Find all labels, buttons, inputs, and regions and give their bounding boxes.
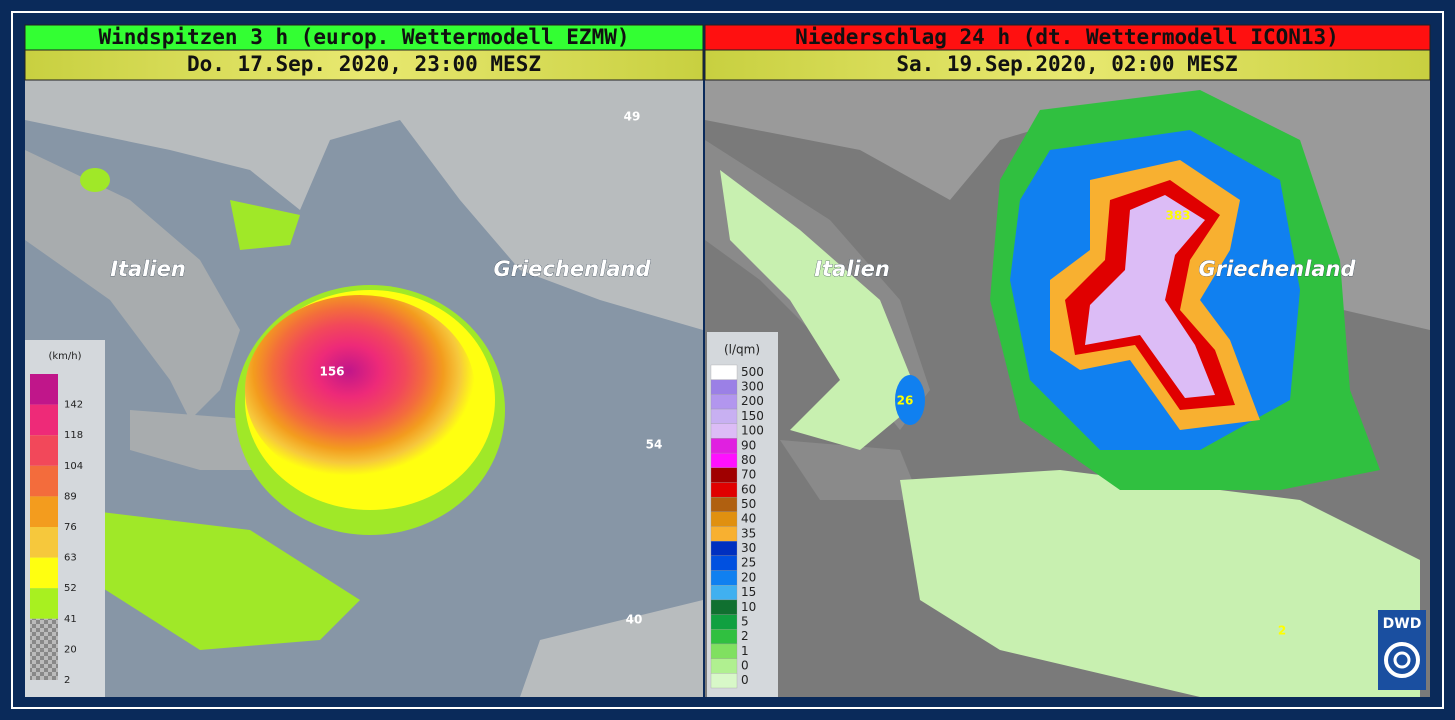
legend-swatch <box>30 404 58 436</box>
legend-label: 52 <box>64 583 77 594</box>
legend-label: 142 <box>64 400 83 411</box>
legend-label: 25 <box>741 556 756 570</box>
legend-swatch <box>710 452 738 468</box>
legend-label: 15 <box>741 585 756 599</box>
panel-title: Windspitzen 3 h (europ. Wettermodell EZM… <box>98 25 629 49</box>
frame <box>11 11 1444 709</box>
legend-label: 41 <box>64 614 77 625</box>
legend-label: 50 <box>741 497 756 511</box>
legend-unit: (km/h) <box>48 351 81 362</box>
legend-label: 20 <box>741 570 756 584</box>
value-label: 26 <box>897 394 914 408</box>
legend-swatch <box>710 629 738 645</box>
legend-swatch <box>30 374 58 405</box>
legend-swatch <box>710 394 738 410</box>
legend-swatch <box>30 649 58 680</box>
precip-map <box>705 80 1430 697</box>
logo-text: DWD <box>1383 616 1422 632</box>
legend-swatch <box>710 379 738 395</box>
legend-swatch <box>710 673 738 689</box>
legend-swatch <box>710 555 738 571</box>
legend-swatch <box>710 658 738 674</box>
value-label: 156 <box>319 365 344 379</box>
legend-label: 104 <box>64 461 83 472</box>
legend-label: 80 <box>741 453 756 467</box>
legend-swatch <box>710 482 738 498</box>
country-label: Griechenland <box>1199 257 1357 281</box>
value-label: 2 <box>1278 624 1286 638</box>
country-label: Griechenland <box>494 257 652 281</box>
value-label: 40 <box>626 613 643 627</box>
legend-swatch <box>710 599 738 615</box>
legend-swatch <box>710 585 738 601</box>
panel-title: Niederschlag 24 h (dt. Wettermodell ICON… <box>795 25 1339 49</box>
legend-swatch <box>710 526 738 542</box>
panel-date: Do. 17.Sep. 2020, 23:00 MESZ <box>187 52 541 76</box>
legend-swatch <box>710 614 738 630</box>
value-label: 383 <box>1165 209 1190 223</box>
legend-label: 5 <box>741 614 749 628</box>
legend-swatch <box>710 570 738 586</box>
legend-label: 2 <box>741 629 749 643</box>
logo: DWD <box>1378 610 1426 690</box>
country-label: Italien <box>814 257 890 281</box>
value-label: 54 <box>646 438 663 452</box>
legend-label: 200 <box>741 394 764 408</box>
legend-swatch <box>30 618 58 650</box>
legend-label: 60 <box>741 482 756 496</box>
legend-swatch <box>710 496 738 512</box>
legend-label: 150 <box>741 409 764 423</box>
legend-swatch <box>710 408 738 424</box>
legend-label: 70 <box>741 468 756 482</box>
legend-label: 89 <box>64 491 77 502</box>
legend-swatch <box>710 541 738 557</box>
legend-swatch <box>30 557 58 589</box>
legend-swatch <box>30 496 58 527</box>
value-label: 49 <box>624 110 641 124</box>
legend-label: 300 <box>741 380 764 394</box>
right-legend: (l/qm) 500300200150100908070605040353025… <box>707 332 778 697</box>
legend-label: 0 <box>741 673 749 687</box>
legend-label: 10 <box>741 600 756 614</box>
legend-label: 30 <box>741 541 756 555</box>
legend-label: 90 <box>741 438 756 452</box>
panel-date: Sa. 19.Sep.2020, 02:00 MESZ <box>896 52 1237 76</box>
legend-swatch <box>710 467 738 483</box>
legend-label: 2 <box>64 675 70 686</box>
legend-swatch <box>30 435 58 466</box>
legend-label: 76 <box>64 522 77 533</box>
legend-label: 500 <box>741 365 764 379</box>
legend-swatch <box>710 438 738 454</box>
legend-swatch <box>710 364 738 380</box>
country-label: Italien <box>110 257 186 281</box>
wind-map <box>25 80 703 697</box>
legend-label: 40 <box>741 512 756 526</box>
legend-label: 0 <box>741 658 749 672</box>
legend-label: 1 <box>741 644 749 658</box>
legend-swatch <box>710 423 738 439</box>
legend-swatch <box>710 511 738 527</box>
legend-label: 63 <box>64 553 77 564</box>
legend-label: 118 <box>64 430 83 441</box>
legend-swatch <box>30 527 58 558</box>
left-legend: (km/h) 142 118 104 89 76 63 52 41 20 2 <box>25 340 105 697</box>
legend-swatch <box>710 643 738 659</box>
legend-unit: (l/qm) <box>724 343 760 357</box>
legend-swatch <box>30 588 58 619</box>
legend-swatch <box>30 465 58 497</box>
legend-label: 20 <box>64 644 77 655</box>
legend-label: 35 <box>741 526 756 540</box>
legend-label: 100 <box>741 424 764 438</box>
header: Windspitzen 3 h (europ. Wettermodell EZM… <box>24 24 1431 81</box>
